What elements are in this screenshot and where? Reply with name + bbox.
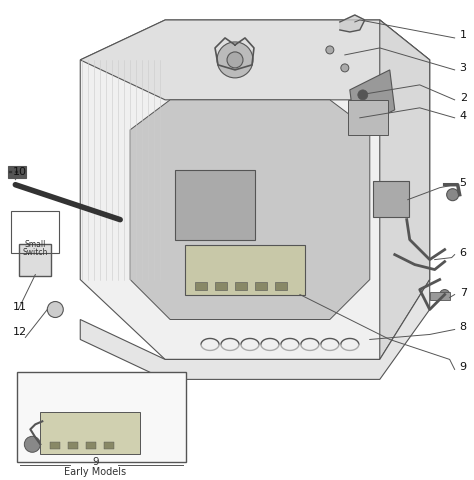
Circle shape — [358, 90, 368, 100]
Polygon shape — [380, 20, 430, 360]
Text: 1: 1 — [460, 30, 466, 40]
Text: 3: 3 — [460, 63, 466, 73]
Polygon shape — [350, 70, 395, 130]
Text: 2: 2 — [460, 93, 467, 103]
FancyBboxPatch shape — [19, 244, 51, 276]
Text: 4: 4 — [460, 111, 467, 121]
Text: 8: 8 — [460, 323, 467, 333]
Circle shape — [341, 64, 349, 72]
Bar — [175, 170, 255, 240]
Text: Early Models: Early Models — [64, 467, 126, 477]
Bar — [86, 442, 96, 449]
Circle shape — [227, 52, 243, 68]
Bar — [68, 442, 78, 449]
Circle shape — [24, 436, 40, 452]
Bar — [50, 442, 60, 449]
Circle shape — [358, 105, 368, 115]
Text: Small: Small — [25, 240, 46, 249]
FancyBboxPatch shape — [18, 372, 186, 462]
Bar — [348, 100, 388, 135]
Text: 10: 10 — [12, 167, 27, 177]
Bar — [430, 291, 450, 300]
Text: Switch: Switch — [23, 248, 48, 257]
Bar — [215, 282, 227, 289]
Bar — [235, 282, 247, 289]
Polygon shape — [80, 20, 430, 100]
Text: 7: 7 — [460, 288, 467, 298]
Bar — [9, 166, 27, 178]
Text: 9: 9 — [92, 457, 99, 467]
Text: 11: 11 — [12, 301, 27, 312]
Polygon shape — [80, 20, 430, 360]
Bar — [185, 245, 305, 295]
Bar — [255, 282, 267, 289]
Text: 9: 9 — [460, 362, 467, 372]
Bar — [195, 282, 207, 289]
Text: 5: 5 — [460, 178, 466, 188]
Bar — [40, 412, 140, 454]
Circle shape — [440, 289, 450, 300]
Bar — [14, 170, 18, 173]
Bar — [104, 442, 114, 449]
Circle shape — [217, 42, 253, 78]
Circle shape — [47, 301, 63, 317]
Text: 12: 12 — [12, 327, 27, 337]
Bar — [275, 282, 287, 289]
Polygon shape — [130, 100, 370, 320]
Polygon shape — [340, 15, 365, 32]
Polygon shape — [80, 279, 430, 379]
Circle shape — [358, 120, 368, 130]
Circle shape — [447, 189, 459, 201]
Text: 6: 6 — [460, 248, 466, 258]
FancyBboxPatch shape — [373, 180, 409, 216]
Bar — [9, 170, 12, 173]
Circle shape — [326, 46, 334, 54]
